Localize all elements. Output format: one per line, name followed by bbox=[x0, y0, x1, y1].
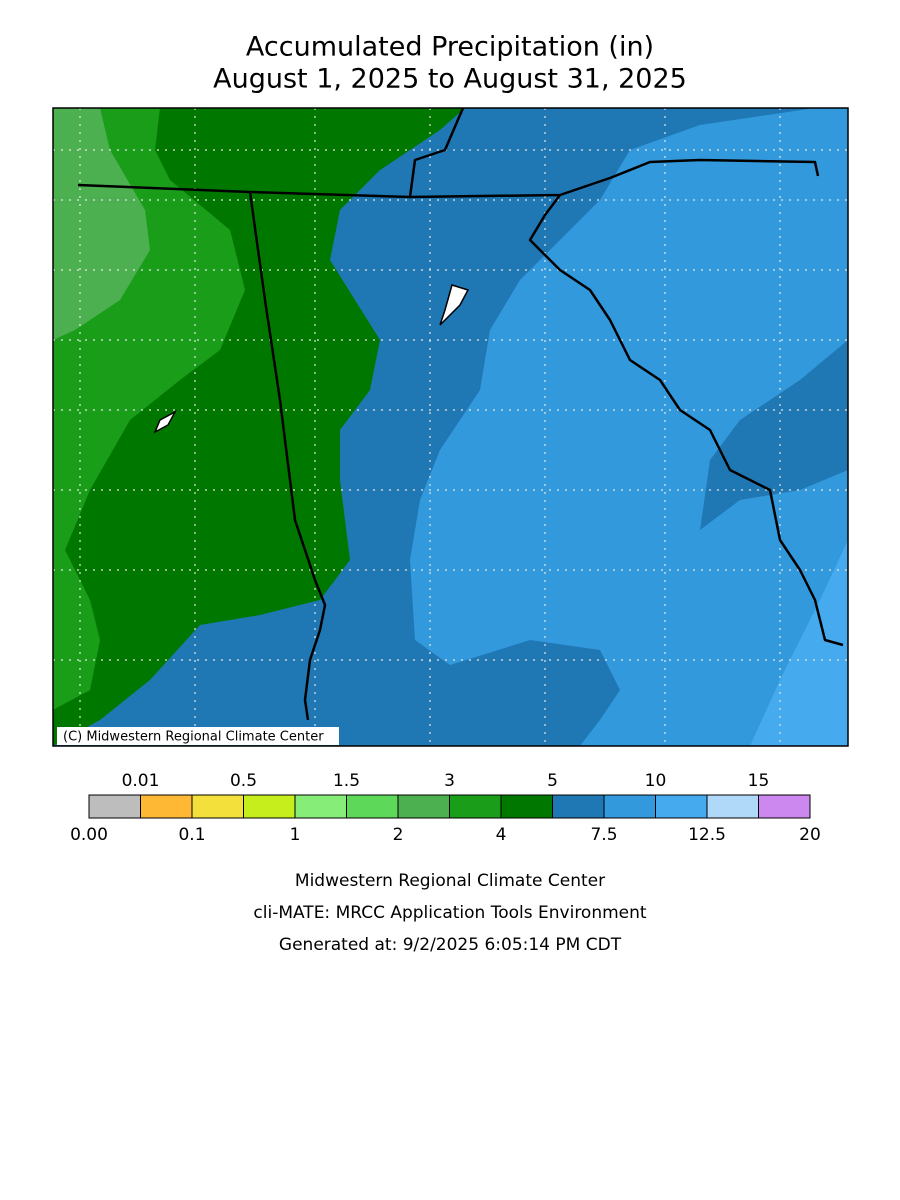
map-frame bbox=[52, 107, 849, 747]
legend-label: 0.1 bbox=[178, 825, 205, 845]
legend-label: 0.01 bbox=[122, 771, 160, 791]
legend-label: 7.5 bbox=[590, 825, 617, 845]
legend-label: 1 bbox=[290, 825, 301, 845]
legend-swatch bbox=[191, 794, 244, 819]
legend-label: 1.5 bbox=[333, 771, 360, 791]
footer-line: cli-MATE: MRCC Application Tools Environ… bbox=[253, 903, 646, 923]
legend-swatch bbox=[500, 794, 553, 819]
credit: (C) Midwestern Regional Climate Center bbox=[63, 730, 324, 745]
legend-swatch bbox=[449, 794, 502, 819]
legend-label: 15 bbox=[748, 771, 770, 791]
footer-line: Generated at: 9/2/2025 6:05:14 PM CDT bbox=[279, 935, 622, 955]
legend: 0.00 0.01 0.1 0.5 1 1.5 2 3 4 5 7.5 10 12.5 15 20 bbox=[70, 771, 821, 845]
legend-swatch bbox=[294, 794, 347, 819]
legend-label: 0.00 bbox=[70, 825, 108, 845]
state-border bbox=[528, 194, 844, 647]
legend-label: 3 bbox=[444, 771, 455, 791]
legend-swatch bbox=[88, 794, 141, 819]
legend-swatch bbox=[758, 794, 811, 819]
legend-swatch bbox=[397, 794, 450, 819]
region bbox=[53, 108, 150, 340]
legend-swatch bbox=[603, 794, 656, 819]
legend-label: 20 bbox=[799, 825, 821, 845]
footer-line: Midwestern Regional Climate Center bbox=[295, 871, 605, 891]
title-line: Accumulated Precipitation (in) bbox=[246, 32, 654, 63]
title-line: August 1, 2025 to August 31, 2025 bbox=[213, 64, 687, 95]
credit-box bbox=[57, 727, 339, 745]
legend-label: 0.5 bbox=[230, 771, 257, 791]
map: (C) Midwestern Regional Climate Center bbox=[52, 107, 849, 747]
legend-swatch bbox=[346, 794, 399, 819]
lake bbox=[439, 284, 470, 326]
legend-swatch bbox=[243, 794, 296, 819]
legend-swatch bbox=[140, 794, 193, 819]
region bbox=[700, 340, 848, 530]
legend-label: 4 bbox=[496, 825, 507, 845]
legend-label: 2 bbox=[393, 825, 404, 845]
legend-label: 12.5 bbox=[688, 825, 726, 845]
legend-swatch bbox=[706, 794, 759, 819]
lake bbox=[153, 410, 177, 434]
region bbox=[750, 540, 848, 746]
state-border bbox=[408, 108, 465, 198]
state-border bbox=[77, 158, 820, 199]
legend-label: 5 bbox=[547, 771, 558, 791]
legend-label: 10 bbox=[645, 771, 667, 791]
legend-swatch bbox=[655, 794, 708, 819]
state-border bbox=[248, 191, 327, 721]
legend-swatch bbox=[552, 794, 605, 819]
